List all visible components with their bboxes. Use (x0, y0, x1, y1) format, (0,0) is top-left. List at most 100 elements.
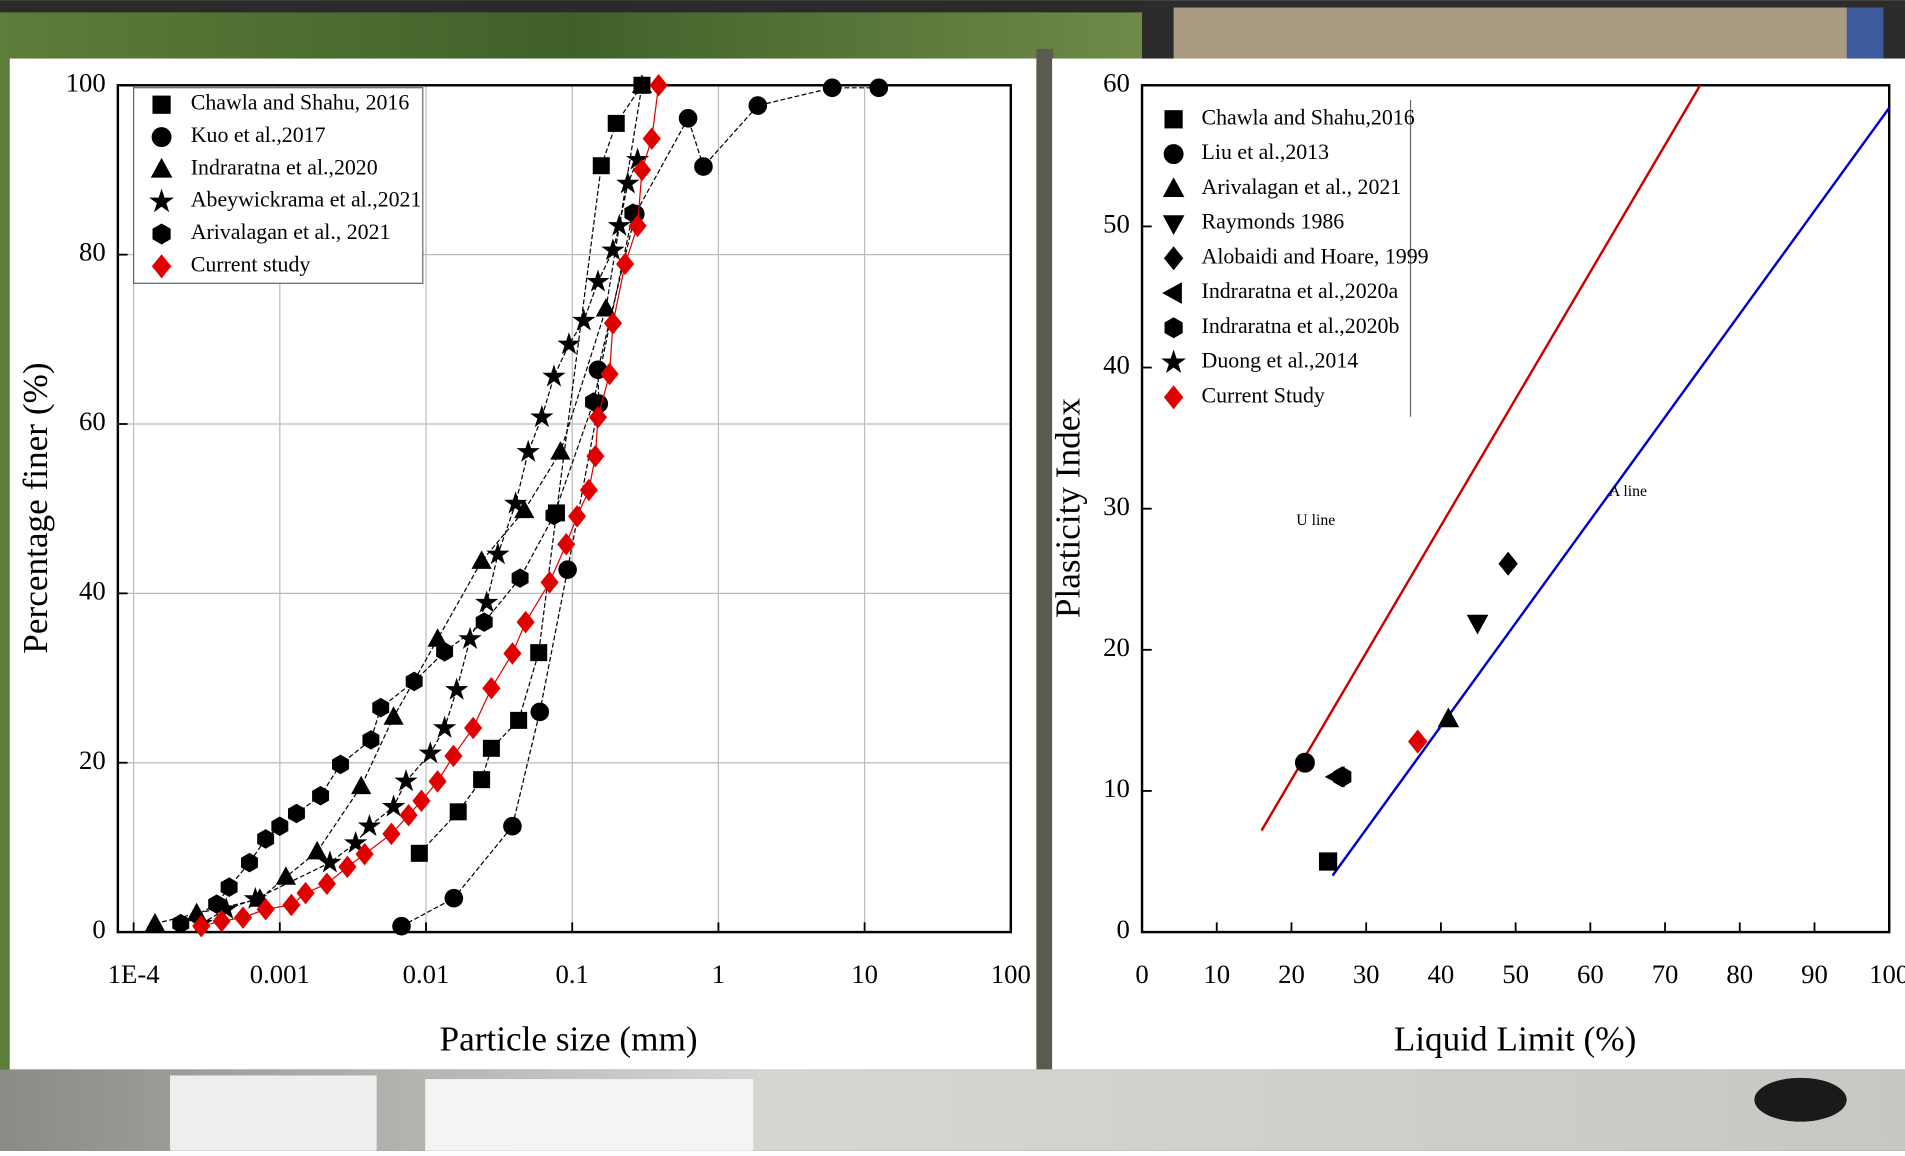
marker (486, 542, 510, 565)
x-tick-label: 0.001 (250, 959, 310, 989)
legend-marker (1162, 177, 1185, 198)
plot-frame (116, 84, 1013, 934)
marker (511, 568, 529, 588)
x-tick-label: 10 (851, 959, 878, 989)
marker (482, 739, 500, 757)
marker (869, 78, 889, 98)
legend-label: Current study (191, 252, 311, 276)
legend-label: Duong et al.,2014 (1202, 349, 1359, 373)
marker (1318, 852, 1338, 871)
gravel-photo (1173, 7, 1884, 69)
marker (632, 158, 652, 182)
legend-marker (152, 223, 171, 245)
reference-line (1260, 84, 1702, 832)
marker (503, 816, 522, 836)
marker (317, 872, 337, 896)
y-tick-label: 60 (79, 406, 106, 436)
marker (412, 789, 431, 813)
marker (220, 877, 238, 897)
marker (318, 850, 342, 873)
gravel-detail (1846, 7, 1884, 61)
marker (607, 114, 625, 132)
legend-label: Alobaidi and Hoare, 1999 (1202, 244, 1429, 268)
x-tick-label: 30 (1353, 959, 1380, 989)
marker (1437, 707, 1460, 728)
marker (1294, 752, 1315, 773)
marker (586, 444, 605, 468)
marker (503, 491, 528, 514)
marker (628, 214, 647, 238)
marker (592, 157, 610, 175)
x-tick-label: 50 (1502, 959, 1529, 989)
legend-marker (1163, 385, 1184, 410)
series-line (418, 84, 643, 854)
marker (212, 909, 231, 933)
marker (444, 888, 464, 908)
y-tick-label: 60 (1103, 67, 1130, 97)
legend-marker (1162, 215, 1185, 236)
marker (1466, 614, 1489, 635)
marker (475, 612, 493, 632)
legend-marker (1161, 349, 1186, 374)
marker (172, 913, 190, 934)
marker (394, 769, 418, 792)
legend-marker (150, 157, 173, 178)
marker (256, 897, 275, 921)
legend-marker (151, 254, 172, 279)
legend-label: Chawla and Shahu, 2016 (191, 91, 410, 115)
marker (530, 644, 548, 662)
marker (282, 893, 301, 917)
marker (557, 533, 576, 556)
marker (307, 840, 328, 860)
marker (445, 677, 469, 700)
y-tick-label: 30 (1103, 491, 1130, 521)
chart-panel (1052, 58, 1905, 1070)
marker (383, 706, 404, 725)
marker (271, 816, 289, 837)
x-tick-label: 10 (1203, 959, 1230, 989)
marker (822, 78, 842, 98)
marker (678, 109, 698, 128)
marker (530, 405, 554, 428)
legend-label: Kuo et al.,2017 (191, 123, 326, 147)
x-tick-label: 0.01 (403, 959, 450, 989)
y-tick-label: 40 (1103, 350, 1130, 380)
marker (482, 676, 501, 700)
marker (1498, 551, 1518, 576)
marker (585, 392, 603, 412)
lab-device (425, 1079, 754, 1151)
marker (545, 505, 563, 526)
reference-line-label: A line (1609, 483, 1647, 500)
marker (601, 238, 625, 261)
marker (381, 794, 406, 817)
marker (449, 803, 467, 821)
y-tick-label: 40 (79, 575, 106, 605)
y-tick-label: 0 (1117, 914, 1130, 944)
legend-marker (1164, 317, 1183, 339)
marker (296, 881, 315, 905)
legend-label: Chawla and Shahu,2016 (1202, 105, 1415, 129)
x-axis-title: Particle size (mm) (439, 1020, 697, 1059)
marker (418, 741, 442, 764)
marker (616, 171, 640, 194)
marker (192, 914, 211, 938)
legend-label: Indraratna et al.,2020 (191, 155, 378, 179)
marker (649, 74, 668, 97)
x-tick-label: 20 (1278, 959, 1305, 989)
marker (332, 754, 349, 775)
marker (1408, 729, 1428, 754)
y-tick-label: 0 (92, 914, 105, 944)
marker (557, 332, 581, 355)
legend-label: Abeywickrama et al.,2021 (191, 188, 422, 212)
x-tick-label: 100 (991, 959, 1031, 989)
legend-marker (1162, 282, 1182, 304)
marker (540, 571, 559, 594)
legend-label: Indraratna et al.,2020b (1202, 314, 1400, 338)
marker (351, 775, 372, 795)
y-tick-label: 50 (1103, 209, 1130, 239)
marker (600, 362, 619, 386)
marker (458, 626, 482, 649)
reference-line (1331, 107, 1891, 877)
y-tick-label: 20 (1103, 632, 1130, 662)
marker (503, 642, 522, 665)
